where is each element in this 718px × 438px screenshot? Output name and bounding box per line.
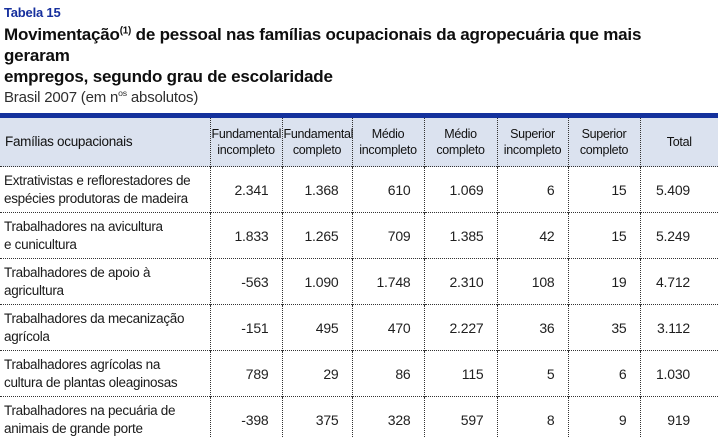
cell: 375 <box>282 396 353 438</box>
cell-total: 5.409 <box>655 181 690 198</box>
table-header-row: Famílias ocupacionais Fundamental incomp… <box>0 115 718 167</box>
column-header-total: Total <box>640 115 718 167</box>
cell: 709 <box>352 212 425 259</box>
cell: 1.265 <box>282 212 353 259</box>
cell: 5 <box>497 350 569 397</box>
cell-total: 1.030 <box>655 365 690 382</box>
cell: 610 <box>352 166 425 213</box>
cell: 35 <box>568 304 641 351</box>
cell: 115 <box>424 350 498 397</box>
cell: 2.341 <box>210 166 283 213</box>
table-row: Trabalhadores de apoio à agricultura -56… <box>0 258 718 305</box>
table-row: Extrativistas e reflorestadores de espéc… <box>0 166 718 213</box>
cell: 789 <box>210 350 283 397</box>
cell-total: 4.712 <box>655 273 690 290</box>
cell: 470 <box>352 304 425 351</box>
column-header-medio-completo: Médio completo <box>424 115 498 167</box>
cell-total: 919 <box>667 411 690 428</box>
cell: -563 <box>210 258 283 305</box>
cell: 9 <box>568 396 641 438</box>
cell: 42 <box>497 212 569 259</box>
table-subtitle-suffix: absolutos) <box>126 89 199 106</box>
table-title-main: Movimentação <box>4 25 120 44</box>
cell: -151 <box>210 304 283 351</box>
row-label: Extrativistas e reflorestadores de espéc… <box>0 166 211 213</box>
column-header-fundamental-completo: Fundamental completo <box>282 115 353 167</box>
cell: 108 <box>497 258 569 305</box>
cell: 1.833 <box>210 212 283 259</box>
cell: -398 <box>210 396 283 438</box>
table-row: Trabalhadores da mecanização agrícola -1… <box>0 304 718 351</box>
row-label: Trabalhadores de apoio à agricultura <box>0 258 211 305</box>
cell: 1.368 <box>282 166 353 213</box>
cell: 29 <box>282 350 353 397</box>
cell: 328 <box>352 396 425 438</box>
cell: 2.227 <box>424 304 498 351</box>
footnote-reference: (1) <box>119 25 132 37</box>
table-subtitle: Brasil 2007 (em nos absolutos) <box>4 89 710 106</box>
data-table: Famílias ocupacionais Fundamental incomp… <box>0 113 718 438</box>
cell: 2.310 <box>424 258 498 305</box>
cell: 19 <box>568 258 641 305</box>
column-header-medio-incompleto: Médio incompleto <box>352 115 425 167</box>
column-header-familias-ocupacionais: Famílias ocupacionais <box>0 115 211 167</box>
table-title-rest: de pessoal nas famílias ocupacionais da … <box>4 25 642 86</box>
cell: 1.748 <box>352 258 425 305</box>
row-label: Trabalhadores da mecanização agrícola <box>0 304 211 351</box>
table-row: Trabalhadores na pecuária de animais de … <box>0 396 718 438</box>
cell: 86 <box>352 350 425 397</box>
table-title: Movimentação(1) de pessoal nas famílias … <box>4 24 710 87</box>
table-row: Trabalhadores agrícolas na cultura de pl… <box>0 350 718 397</box>
cell: 6 <box>568 350 641 397</box>
table-subtitle-ordinal: os <box>118 88 127 98</box>
table-row: Trabalhadores na avicultura e cunicultur… <box>0 212 718 259</box>
column-header-superior-completo: Superior completo <box>568 115 641 167</box>
cell: 8 <box>497 396 569 438</box>
cell: 495 <box>282 304 353 351</box>
cell: 6 <box>497 166 569 213</box>
column-header-fundamental-incompleto: Fundamental incompleto <box>210 115 283 167</box>
row-label: Trabalhadores agrícolas na cultura de pl… <box>0 350 211 397</box>
cell: 15 <box>568 166 641 213</box>
cell: 1.385 <box>424 212 498 259</box>
row-label: Trabalhadores na avicultura e cunicultur… <box>0 212 211 259</box>
table-number-label: Tabela 15 <box>4 5 61 20</box>
cell: 15 <box>568 212 641 259</box>
table-subtitle-prefix: Brasil 2007 (em n <box>4 89 119 106</box>
row-label: Trabalhadores na pecuária de animais de … <box>0 396 211 438</box>
cell: 1.069 <box>424 166 498 213</box>
cell-total: 5.249 <box>655 227 690 244</box>
column-header-superior-incompleto: Superior incompleto <box>497 115 569 167</box>
cell: 36 <box>497 304 569 351</box>
cell-total: 3.112 <box>657 319 690 336</box>
cell: 1.090 <box>282 258 353 305</box>
table-caption: Tabela 15 Movimentação(1) de pessoal nas… <box>0 0 718 106</box>
cell: 597 <box>424 396 498 438</box>
